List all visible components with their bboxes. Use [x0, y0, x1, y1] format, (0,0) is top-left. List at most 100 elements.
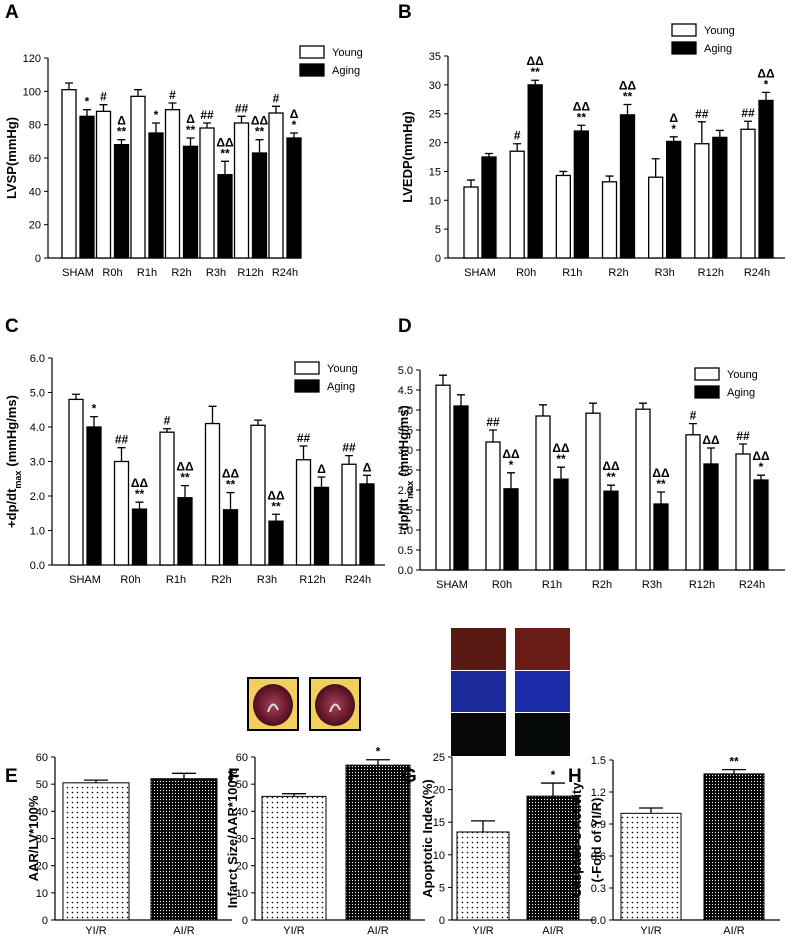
error-bar [639, 402, 647, 410]
error-bar [485, 152, 493, 157]
error-bar [317, 476, 326, 488]
error-bar [577, 124, 586, 132]
x-tick-label: R24h [345, 574, 371, 586]
y-tick-label: 3.0 [30, 457, 45, 469]
significance-label: # [100, 90, 107, 104]
significance-label: ΔΔ [619, 78, 637, 92]
y-tick-label: 120 [23, 53, 41, 65]
x-tick-label: R2h [211, 574, 231, 586]
bar [182, 145, 199, 259]
error-bar [657, 491, 665, 504]
bar [159, 431, 175, 566]
error-bar [186, 137, 195, 147]
error-bar [168, 102, 177, 110]
y-tick-label: 1.2 [591, 787, 606, 799]
y-tick-label: 20 [29, 220, 41, 232]
panel-label: D [398, 316, 412, 337]
error-bar [345, 454, 353, 465]
error-bar [757, 474, 765, 480]
y-tick-label: 15 [433, 817, 445, 829]
bar [753, 479, 769, 571]
bar [712, 136, 728, 259]
x-tick-label: R3h [257, 574, 277, 586]
x-tick-label: R3h [206, 267, 226, 279]
bar [313, 486, 330, 566]
bar [113, 460, 130, 566]
x-tick-label: R2h [592, 579, 612, 591]
significance-label: Δ [117, 114, 126, 128]
bar [177, 497, 193, 566]
bar [666, 140, 682, 259]
legend-label: Aging [727, 387, 755, 399]
panel-label: F [228, 766, 240, 787]
significance-label: ΔΔ [267, 488, 285, 502]
bar [268, 520, 284, 566]
significance-label: ** [656, 477, 666, 491]
y-axis-label: -dp/dtmax (mmHg/ms) [396, 405, 415, 535]
legend-swatch [294, 361, 320, 375]
bar [130, 95, 146, 259]
legend-label: Young [327, 363, 358, 375]
bar [204, 422, 221, 566]
significance-label: ** [135, 487, 145, 501]
y-tick-label: 5 [439, 882, 445, 894]
bar [635, 408, 651, 571]
bar [527, 84, 543, 259]
error-bar [557, 466, 565, 480]
error-bar [707, 447, 715, 464]
x-tick-label: R24h [739, 579, 765, 591]
y-tick-label: 20 [236, 861, 248, 873]
legend-label: Young [704, 25, 735, 37]
error-bar [117, 447, 126, 462]
significance-label: ## [695, 107, 709, 121]
x-tick-label: R0h [102, 267, 122, 279]
error-bar [762, 91, 770, 101]
legend-swatch [671, 41, 697, 55]
y-axis-label: LVSP(mmHg) [4, 117, 19, 199]
y-label-text: +dp/dt [4, 488, 19, 528]
y-label-text: AAR/LV*100% [26, 795, 41, 881]
y-tick-label: 25 [433, 752, 445, 764]
heart-photos [247, 677, 361, 731]
x-tick-label: SHAM [69, 574, 101, 586]
y-tick-label: 60 [29, 153, 41, 165]
bar [555, 174, 571, 259]
bar [148, 132, 164, 259]
error-bar [272, 105, 280, 113]
y-tick-label: 10 [433, 850, 445, 862]
error-bar [83, 109, 91, 117]
x-tick-label: SHAM [464, 267, 496, 279]
bar [648, 176, 664, 259]
significance-label: * [292, 118, 297, 132]
significance-label: ΔΔ [652, 466, 670, 480]
error-bar [689, 422, 697, 435]
y-tick-label: 0.5 [398, 545, 413, 557]
x-tick-label: YI/R [472, 925, 493, 937]
y-label-sub: max [405, 481, 415, 499]
y-axis-label: Apoptotic Index(%) [420, 779, 435, 897]
y-tick-label: 0 [435, 253, 441, 265]
significance-label: ** [556, 452, 566, 466]
error-bar [589, 402, 597, 414]
y-tick-label: 5 [435, 224, 441, 236]
bar [95, 110, 112, 259]
bar [703, 773, 765, 921]
significance-label: ΔΔ [602, 459, 620, 473]
x-tick-label: R2h [608, 267, 628, 279]
significance-label: * [92, 402, 97, 416]
x-tick-label: R1h [166, 574, 186, 586]
panel: C 0.0 1.0 2.0 3.0 4.0 5.0 6.0 +dp/dtmax (mmHg/ms)… [4, 316, 385, 586]
x-tick-label: R0h [120, 574, 140, 586]
significance-label: ** [255, 125, 265, 139]
y-tick-label: 3.0 [398, 445, 413, 457]
x-tick-label: R3h [642, 579, 662, 591]
significance-label: ΔΔ [702, 433, 720, 447]
error-bar [65, 82, 73, 90]
y-tick-label: 0 [42, 915, 48, 927]
error-bar [541, 782, 565, 797]
y-tick-label: 10 [36, 888, 48, 900]
error-bar [134, 89, 142, 97]
significance-label: Δ [186, 112, 195, 126]
bar [233, 122, 250, 259]
